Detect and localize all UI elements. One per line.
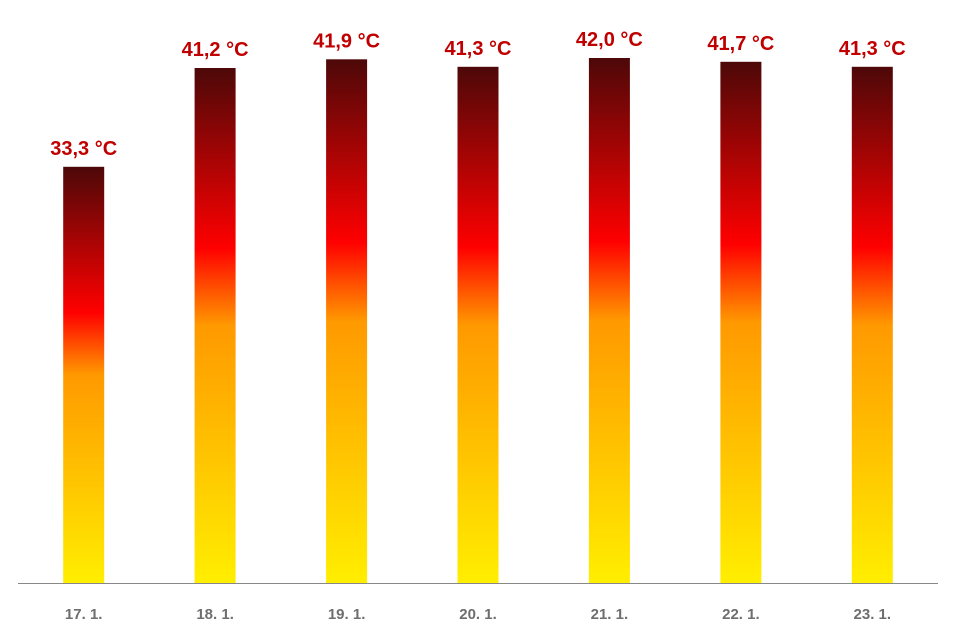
bars-group xyxy=(63,58,893,584)
x-tick-labels-group: 17. 1. 18. 1. 19. 1. 20. 1. 21. 1. 22. 1. 23. … xyxy=(65,606,891,623)
x-tick-label-1: 17. 1. xyxy=(65,606,103,623)
data-label-5: 42,0 °C xyxy=(576,29,643,51)
x-tick-label-2: 18. 1. xyxy=(196,606,234,623)
bar-5 xyxy=(588,58,630,583)
bar-6 xyxy=(720,61,762,584)
x-tick-label-7: 23. 1. xyxy=(854,606,892,623)
data-label-4: 41,3 °C xyxy=(445,38,512,60)
bar-3 xyxy=(326,59,368,584)
bar-1 xyxy=(63,166,105,584)
data-label-1: 33,3 °C xyxy=(50,138,117,160)
bar-4 xyxy=(457,66,499,584)
data-label-7: 41,3 °C xyxy=(839,38,906,60)
bar-2 xyxy=(194,68,236,583)
x-tick-label-4: 20. 1. xyxy=(459,606,497,623)
data-label-6: 41,7 °C xyxy=(707,33,774,55)
data-label-2: 41,2 °C xyxy=(182,39,249,61)
data-labels-group: 33,3 °C 41,2 °C 41,9 °C 41,3 °C 42,0 °C 41,7 … xyxy=(50,29,906,160)
data-label-3: 41,9 °C xyxy=(313,30,380,52)
x-tick-label-5: 21. 1. xyxy=(591,606,629,623)
x-tick-label-3: 19. 1. xyxy=(328,606,366,623)
x-tick-label-6: 22. 1. xyxy=(722,606,760,623)
bar-7 xyxy=(851,66,893,584)
